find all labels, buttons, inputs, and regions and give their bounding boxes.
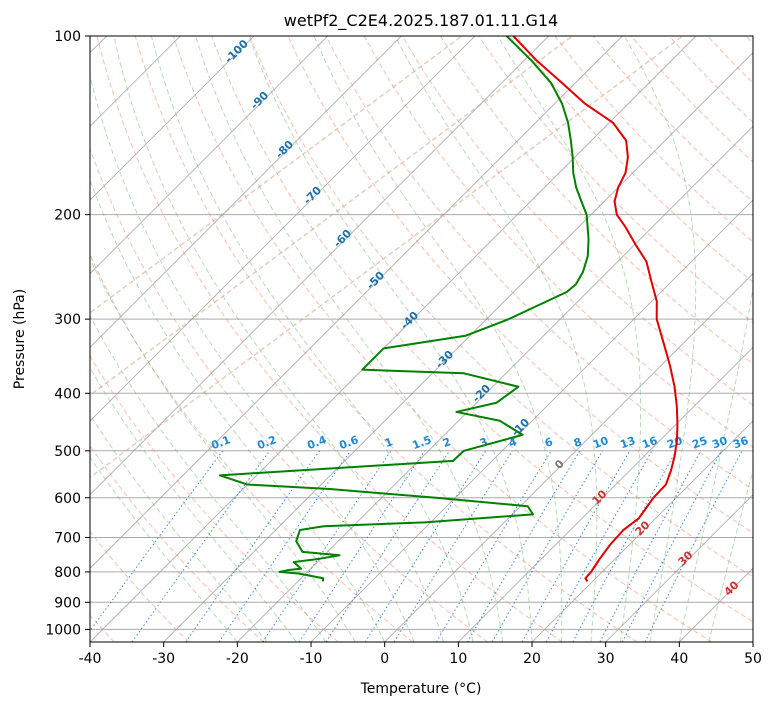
- dry-adiabat-label: -100: [222, 37, 251, 66]
- dry-adiabat-label: -90: [248, 89, 271, 112]
- isotherm-gridline: [606, 36, 775, 642]
- moist-adiabat: [196, 36, 503, 642]
- isotherm-gridline: [16, 36, 622, 642]
- x-tick-label: 0: [380, 651, 389, 667]
- dry-adiabat: [517, 36, 775, 642]
- mixing-ratio-label: 16: [640, 434, 659, 452]
- y-tick-label: 500: [54, 444, 81, 460]
- dry-adiabat-label: -80: [273, 138, 296, 161]
- y-tick-label: 700: [54, 531, 81, 547]
- isotherm-gridline: [164, 36, 770, 642]
- x-tick-label: -30: [152, 651, 175, 667]
- y-tick-label: 900: [54, 595, 81, 611]
- y-tick-label: 600: [54, 491, 81, 507]
- y-tick-label: 300: [54, 312, 81, 328]
- moist-adiabat: [249, 36, 532, 642]
- chart-title: wetPf2_C2E4.2025.187.01.11.G14: [284, 11, 558, 31]
- x-tick-label: 40: [670, 651, 688, 667]
- dry-adiabat: [479, 36, 775, 642]
- dry-adiabat-label: -40: [398, 309, 421, 332]
- dewpoint-profile: [220, 36, 589, 581]
- mixing-ratio-label: 25: [690, 434, 709, 451]
- x-tick-label: 50: [744, 651, 762, 667]
- ozone-isopleth: [0, 36, 572, 642]
- moist-adiabat: [28, 36, 355, 642]
- moist-adiabat: [0, 36, 267, 642]
- dry-adiabat: [746, 36, 775, 642]
- moist-adiabat: [151, 36, 473, 642]
- dry-adiabat-label: -20: [470, 382, 493, 405]
- moist-adiabat-label: 10: [590, 487, 610, 507]
- dry-adiabat-label: -70: [301, 184, 324, 207]
- dry-adiabat-label: -50: [364, 269, 387, 292]
- mixing-ratio-line: [622, 451, 721, 642]
- moist-adiabat: [709, 36, 775, 642]
- mixing-ratio-label: 10: [591, 434, 610, 452]
- x-tick-label: -10: [300, 651, 323, 667]
- dry-adiabat: [555, 36, 775, 642]
- x-tick-label: 10: [449, 651, 467, 667]
- x-tick-label: -20: [226, 651, 249, 667]
- mixing-ratio-label: 1: [383, 435, 395, 450]
- mixing-ratio-label: 30: [710, 434, 729, 452]
- y-tick-label: 800: [54, 565, 81, 581]
- mixing-ratio-label: 0.4: [305, 433, 328, 452]
- mixing-ratio-label: 0.2: [255, 433, 278, 452]
- dry-adiabat: [212, 36, 775, 642]
- dry-adiabat: [59, 36, 488, 642]
- mixing-ratio-line: [326, 451, 449, 642]
- isotherm-gridline: [753, 36, 775, 642]
- moist-adiabat-label: 30: [676, 548, 696, 568]
- moist-adiabat-label: 0: [552, 457, 567, 472]
- dry-adiabat-label: -60: [331, 227, 354, 250]
- y-tick-label: 200: [54, 208, 81, 224]
- x-axis-label: Temperature (°C): [360, 681, 482, 697]
- mixing-ratio-label: 0.1: [209, 433, 232, 452]
- y-tick-label: 400: [54, 386, 81, 402]
- y-axis-label: Pressure (hPa): [12, 289, 28, 389]
- plot-frame: [90, 36, 753, 642]
- isotherm-gridline: [0, 36, 401, 642]
- isotherm-gridline: [311, 36, 775, 642]
- moist-adiabat-label: 40: [722, 578, 742, 598]
- x-tick-label: -40: [79, 651, 102, 667]
- x-tick-label: 30: [597, 651, 615, 667]
- moist-adiabat: [395, 36, 597, 642]
- mixing-ratio-line: [468, 451, 580, 642]
- mixing-ratio-label: 13: [618, 434, 637, 451]
- mixing-ratio-line: [600, 451, 701, 642]
- mixing-ratio-label: 2: [441, 435, 453, 450]
- y-tick-label: 100: [54, 29, 81, 45]
- isotherm-gridline: [0, 36, 328, 642]
- dry-adiabat-label: -30: [433, 348, 456, 371]
- dry-adiabat: [0, 36, 189, 642]
- x-tick-label: 20: [523, 651, 541, 667]
- mixing-ratio-line: [436, 451, 551, 642]
- mixing-ratio-label: 36: [731, 434, 750, 452]
- y-tick-label: 1000: [45, 622, 81, 638]
- dry-adiabat: [21, 36, 413, 642]
- mixing-ratio-line: [219, 451, 350, 642]
- mixing-ratio-line: [82, 451, 223, 642]
- moist-adiabat: [0, 36, 237, 642]
- dry-adiabat: [440, 36, 775, 642]
- dry-adiabat: [708, 36, 775, 642]
- moist-adiabat: [82, 36, 414, 642]
- dry-adiabat: [135, 36, 637, 642]
- isotherm-gridline: [0, 36, 254, 642]
- isotherm-gridline: [0, 36, 475, 642]
